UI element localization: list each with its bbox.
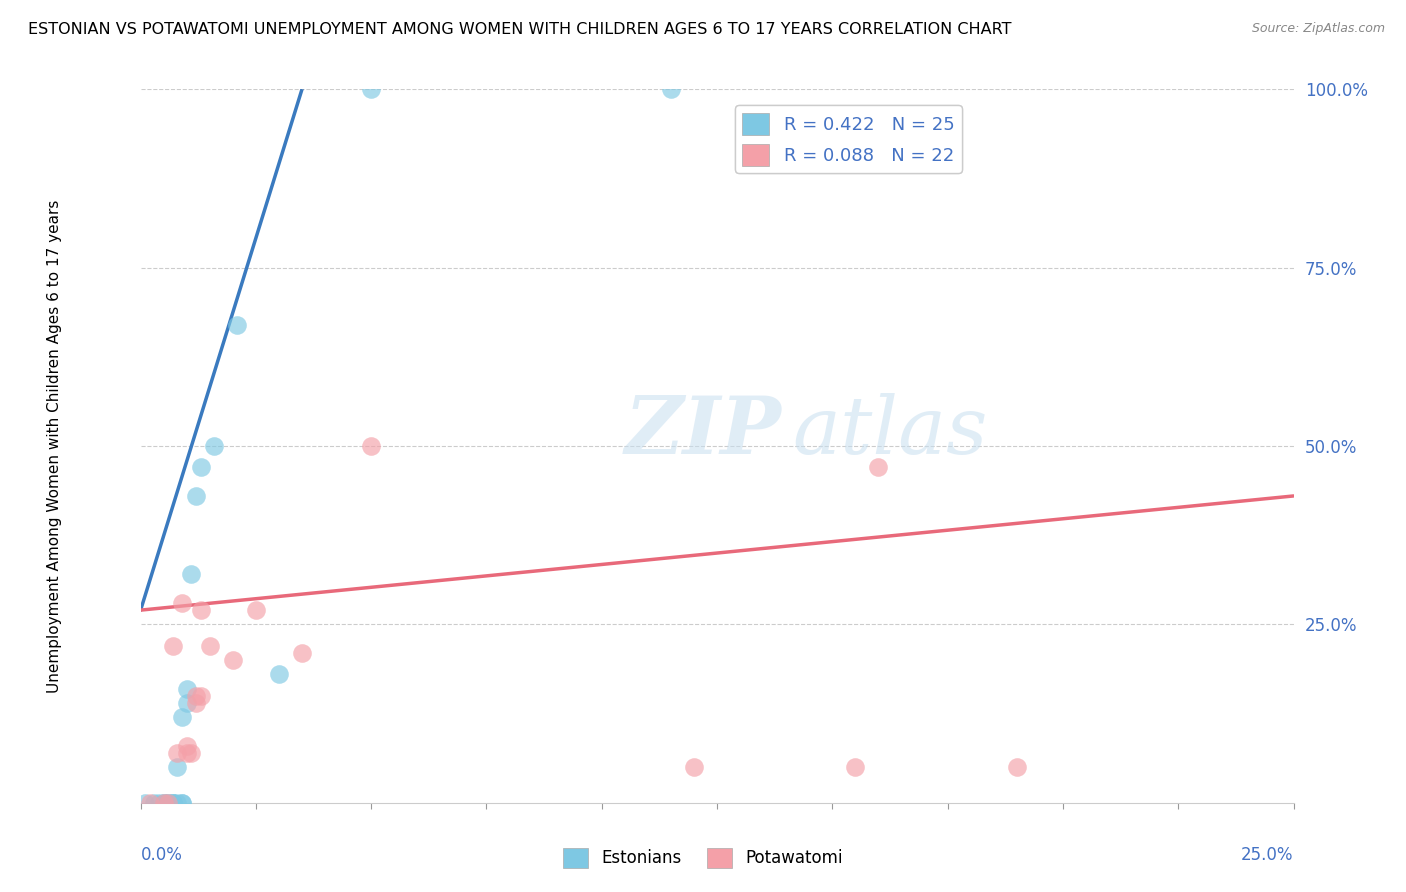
Point: [148, 796, 170, 810]
Point: [143, 796, 166, 810]
Point: [226, 318, 249, 332]
Point: [166, 760, 188, 774]
Point: [184, 696, 207, 710]
Text: 0.0%: 0.0%: [141, 846, 183, 863]
Point: [157, 796, 180, 810]
Point: [172, 596, 194, 610]
Text: 25.0%: 25.0%: [1241, 846, 1294, 863]
Point: [176, 696, 198, 710]
Point: [291, 646, 314, 660]
Point: [1005, 760, 1028, 774]
Point: [245, 603, 267, 617]
Point: [659, 82, 682, 96]
Text: Unemployment Among Women with Children Ages 6 to 17 years: Unemployment Among Women with Children A…: [46, 199, 62, 693]
Text: Source: ZipAtlas.com: Source: ZipAtlas.com: [1251, 22, 1385, 36]
Text: ZIP: ZIP: [624, 393, 782, 470]
Point: [360, 439, 382, 453]
Point: [157, 796, 180, 810]
Point: [176, 746, 198, 760]
Point: [180, 567, 202, 582]
Point: [152, 796, 174, 810]
Point: [134, 796, 156, 810]
Point: [166, 746, 188, 760]
Point: [162, 639, 184, 653]
Point: [162, 796, 184, 810]
Text: ESTONIAN VS POTAWATOMI UNEMPLOYMENT AMONG WOMEN WITH CHILDREN AGES 6 TO 17 YEARS: ESTONIAN VS POTAWATOMI UNEMPLOYMENT AMON…: [28, 22, 1012, 37]
Point: [176, 681, 198, 696]
Point: [166, 796, 188, 810]
Point: [190, 689, 212, 703]
Point: [172, 796, 194, 810]
Point: [152, 796, 174, 810]
Legend: R = 0.422   N = 25, R = 0.088   N = 22: R = 0.422 N = 25, R = 0.088 N = 22: [735, 105, 962, 173]
Point: [172, 710, 194, 724]
Point: [844, 760, 866, 774]
Point: [157, 796, 180, 810]
Point: [202, 439, 225, 453]
Point: [172, 796, 194, 810]
Text: atlas: atlas: [792, 393, 987, 470]
Point: [176, 739, 198, 753]
Point: [184, 489, 207, 503]
Point: [683, 760, 706, 774]
Point: [267, 667, 290, 681]
Point: [152, 796, 174, 810]
Point: [184, 689, 207, 703]
Point: [190, 460, 212, 475]
Point: [190, 603, 212, 617]
Point: [139, 796, 162, 810]
Point: [868, 460, 890, 475]
Point: [222, 653, 245, 667]
Point: [162, 796, 184, 810]
Point: [360, 82, 382, 96]
Point: [180, 746, 202, 760]
Legend: Estonians, Potawatomi: Estonians, Potawatomi: [557, 841, 849, 875]
Point: [198, 639, 221, 653]
Point: [162, 796, 184, 810]
